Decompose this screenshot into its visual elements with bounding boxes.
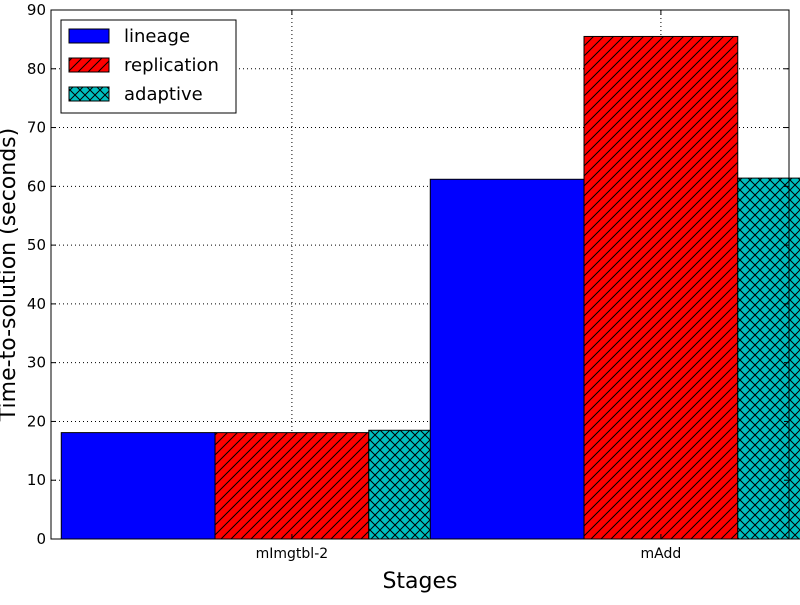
y-tick-label: 70 bbox=[27, 119, 46, 137]
y-tick-label: 40 bbox=[27, 295, 46, 313]
x-tick-label: mImgtbl-2 bbox=[256, 546, 329, 562]
legend-label-adaptive: adaptive bbox=[124, 84, 203, 105]
x-axis-title: Stages bbox=[382, 569, 457, 594]
bar-adaptive-mAdd bbox=[737, 177, 800, 540]
y-tick-label: 50 bbox=[27, 236, 46, 254]
y-tick-label: 80 bbox=[27, 60, 46, 78]
bar-replication-mImgtbl-2 bbox=[214, 432, 370, 540]
legend-swatch-replication bbox=[68, 57, 110, 73]
bar-replication-mAdd bbox=[583, 35, 739, 540]
bar-lineage-mAdd bbox=[429, 178, 585, 540]
legend: lineage replication adaptive bbox=[60, 19, 237, 114]
x-tick-label: mAdd bbox=[641, 546, 682, 562]
bars bbox=[60, 35, 800, 540]
y-tick-label: 0 bbox=[36, 530, 46, 548]
legend-swatch-adaptive bbox=[68, 86, 110, 102]
y-tick-label: 20 bbox=[27, 412, 46, 430]
y-tick-label: 10 bbox=[27, 471, 46, 489]
y-tick-label: 90 bbox=[27, 1, 46, 19]
y-axis-title: Time-to-solution (seconds) bbox=[0, 128, 21, 422]
y-tick-label: 30 bbox=[27, 354, 46, 372]
y-axis: 0 10 20 30 40 50 60 70 80 90 bbox=[27, 1, 789, 548]
y-tick-label: 60 bbox=[27, 177, 46, 195]
legend-label-replication: replication bbox=[124, 55, 219, 76]
plot-frame bbox=[50, 9, 790, 540]
legend-label-lineage: lineage bbox=[124, 26, 190, 47]
bar-lineage-mImgtbl-2 bbox=[60, 432, 216, 540]
x-axis: mImgtbl-2 mAdd bbox=[256, 10, 682, 562]
legend-swatch-lineage bbox=[68, 28, 110, 44]
